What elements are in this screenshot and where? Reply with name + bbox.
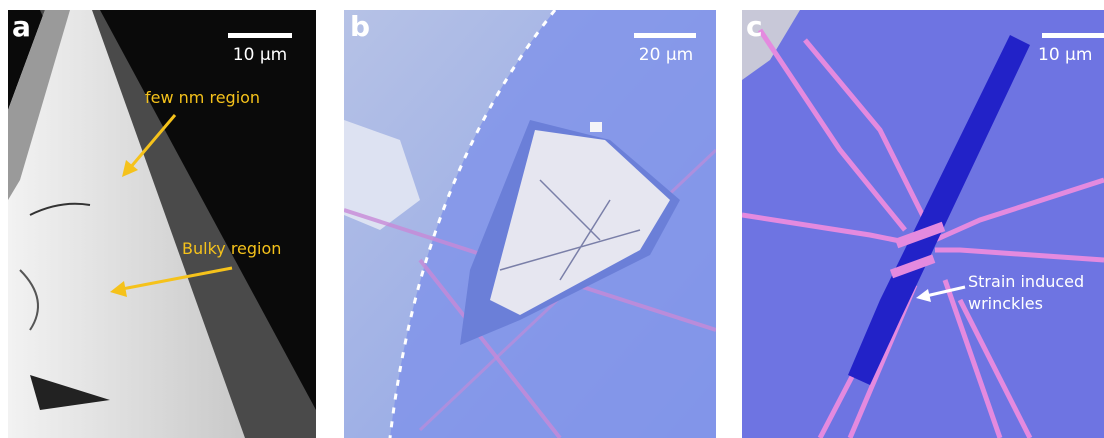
annotation: Strain induced	[968, 272, 1084, 291]
scale-bar-label: 10 μm	[233, 45, 287, 65]
panel-a	[8, 10, 316, 438]
scale-bar	[1042, 33, 1104, 38]
scale-bar-label: 10 μm	[1038, 45, 1092, 65]
annotation: few nm region	[145, 88, 260, 107]
figure: a 10 μm few nm region Bulky region b 20 …	[0, 0, 1104, 438]
panel-label: a	[12, 10, 31, 43]
scale-bar	[634, 33, 696, 38]
annotation: wrinckles	[968, 294, 1043, 313]
panel-label: c	[746, 10, 763, 43]
annotation: Bulky region	[182, 239, 281, 258]
scale-bar-label: 20 μm	[639, 45, 693, 65]
panel-c	[742, 10, 1104, 438]
panel-label: b	[350, 10, 370, 43]
panel-b	[344, 10, 716, 438]
page: a 10 μm few nm region Bulky region b 20 …	[0, 0, 1104, 438]
scale-bar	[228, 33, 292, 38]
